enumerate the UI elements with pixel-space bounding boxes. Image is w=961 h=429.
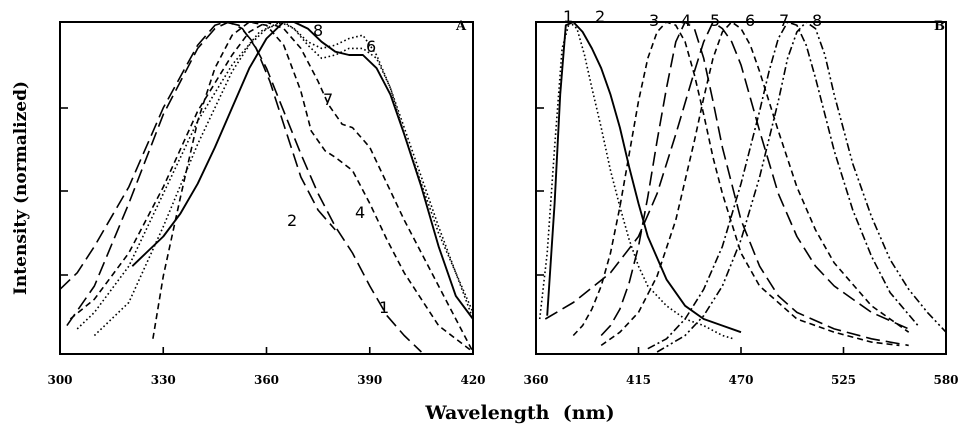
- x-tick-label: 390: [357, 373, 382, 387]
- panel-b-ticks: 360 415 470 525 580: [523, 21, 959, 387]
- series-2-curve: [538, 21, 734, 340]
- x-tick-label: 525: [831, 373, 856, 387]
- x-tick-label: 330: [151, 373, 176, 387]
- x-tick-label: 360: [254, 373, 279, 387]
- x-tick-label: 360: [523, 373, 548, 387]
- series-3-curve: [152, 21, 474, 353]
- panel-a-labels: 8 6 7 2 4 1: [287, 21, 389, 317]
- panel-a-letter: A: [455, 19, 467, 34]
- series-3-curve: [572, 21, 900, 347]
- series-6-curve: [93, 21, 474, 337]
- series-4-curve: [600, 21, 909, 347]
- series-label-4: 4: [355, 203, 365, 222]
- series-1-curve: [59, 21, 422, 353]
- x-tick-label: 420: [460, 373, 485, 387]
- x-tick-label: 300: [47, 373, 72, 387]
- series-4-curve: [69, 21, 474, 353]
- series-1-curve: [546, 21, 742, 334]
- series-label-2: 2: [287, 211, 297, 230]
- series-label-1: 1: [563, 7, 573, 26]
- series-label-8: 8: [313, 21, 323, 40]
- series-label-1: 1: [379, 298, 389, 317]
- panel-a: 300 330 360 390 420 8 6 7 2 4 1 A: [47, 19, 485, 387]
- x-tick-label: 415: [626, 373, 651, 387]
- series-label-8: 8: [812, 11, 822, 30]
- panel-b-frame: [535, 21, 947, 355]
- plot-frame: [535, 21, 947, 355]
- panel-a-curves: [59, 21, 474, 353]
- series-label-2: 2: [595, 7, 605, 26]
- y-axis-title: Intensity (normalized): [11, 81, 31, 295]
- series-label-3: 3: [649, 11, 659, 30]
- panel-a-ticks: 300 330 360 390 420: [47, 21, 486, 387]
- series-8-curve: [656, 21, 947, 353]
- series-7-curve: [647, 21, 919, 350]
- panel-b-letter: B: [934, 19, 945, 34]
- series-8-curve: [131, 21, 474, 320]
- x-tick-label: 470: [728, 373, 753, 387]
- panel-b-curves: [538, 21, 947, 353]
- series-label-6: 6: [366, 37, 376, 56]
- x-axis-title: Wavelength (nm): [424, 402, 614, 424]
- series-label-5: 5: [710, 11, 720, 30]
- x-tick-label: 580: [933, 373, 958, 387]
- series-label-6: 6: [745, 11, 755, 30]
- series-label-7: 7: [323, 90, 333, 109]
- series-5-curve: [544, 21, 910, 330]
- series-label-4: 4: [681, 11, 691, 30]
- series-label-7: 7: [779, 11, 789, 30]
- series-6-curve: [600, 21, 910, 347]
- series-7-curve: [76, 21, 474, 330]
- series-2-curve: [66, 21, 336, 327]
